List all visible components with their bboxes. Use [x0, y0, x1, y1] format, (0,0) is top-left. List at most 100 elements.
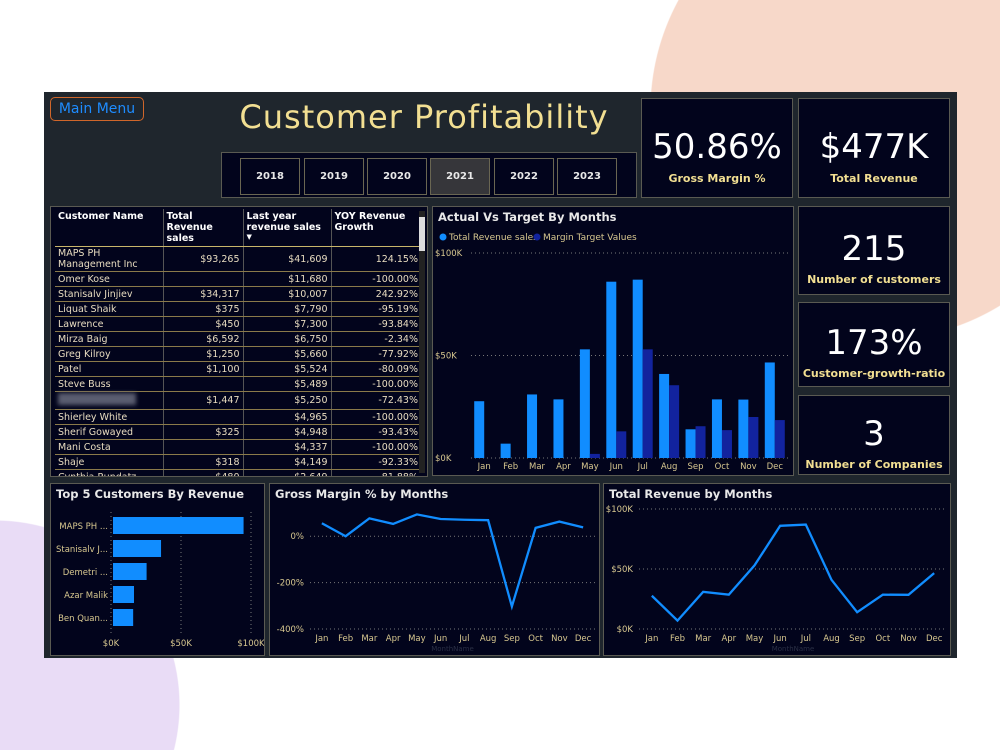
bar-revenue-may: [579, 349, 590, 458]
gross-margin-chart: Gross Margin % by Months 0% -200% -400% Jan F…: [275, 487, 595, 653]
bar-revenue-jan: [474, 401, 485, 458]
table-scroll-area[interactable]: Customer Name Total Revenue sales Last yea…: [51, 207, 427, 476]
table-cell: Omer Kose: [55, 271, 164, 287]
bar-customer: [113, 586, 134, 603]
table-row[interactable]: Steve Buss $5,489 -100.00%: [55, 376, 421, 392]
table-row[interactable]: Mani Costa $4,337 -100.00%: [55, 439, 421, 455]
table-cell: Liquat Shaik: [55, 301, 164, 317]
redacted-name: [58, 393, 136, 405]
table-cell: $1,100: [163, 361, 244, 377]
column-header[interactable]: Customer Name: [55, 209, 164, 247]
x-tick-label: Oct: [715, 462, 730, 472]
y-tick-label: -400%: [277, 625, 304, 635]
x-tick-label: Nov: [740, 462, 757, 472]
table-cell: $5,250: [243, 391, 332, 410]
year-button-2021[interactable]: 2021: [430, 158, 490, 195]
year-button-2019[interactable]: 2019: [304, 158, 364, 195]
table-cell: Mirza Baig: [55, 331, 164, 347]
bar-revenue-dec: [764, 362, 775, 458]
year-button-2020[interactable]: 2020: [367, 158, 427, 195]
kpi-label: Number of customers: [807, 273, 941, 286]
y-tick-label: $0K: [617, 625, 634, 635]
table-cell: $10,007: [243, 286, 332, 302]
x-tick-label: Jun: [773, 634, 787, 644]
table-cell: $41,609: [243, 246, 332, 272]
table-row[interactable]: Patel $1,100 $5,524 -80.09%: [55, 361, 421, 377]
year-button-2018[interactable]: 2018: [240, 158, 300, 195]
x-tick-label: Jul: [458, 634, 469, 644]
table-cell: -100.00%: [331, 439, 421, 455]
x-tick-label: Sep: [849, 634, 865, 644]
bar-customer: [113, 563, 147, 580]
kpi-label: Gross Margin %: [668, 172, 766, 185]
table-row[interactable]: Sherif Gowayed $325 $4,948 -93.43%: [55, 424, 421, 440]
x-tick-label: Sep: [504, 634, 520, 644]
table-row[interactable]: Shaje $318 $4,149 -92.33%: [55, 454, 421, 470]
x-tick-label: Mar: [361, 634, 378, 644]
table-row[interactable]: Shierley White $4,965 -100.00%: [55, 409, 421, 425]
x-tick-label: May: [746, 634, 764, 644]
table-row[interactable]: Liquat Shaik $375 $7,790 -95.19%: [55, 301, 421, 317]
bar-target-may: [589, 453, 600, 458]
x-tick-label: $100K: [237, 639, 264, 649]
legend-marker: [533, 233, 541, 241]
kpi-value: 173%: [825, 323, 923, 363]
table-cell: $450: [163, 316, 244, 332]
actual-vs-target-chart: Actual Vs Target By Months Total Revenue …: [435, 210, 788, 472]
table-row[interactable]: Omer Kose $11,680 -100.00%: [55, 271, 421, 287]
x-tick-label: Jun: [609, 462, 623, 472]
y-tick-label: Stanisalv J...: [56, 545, 108, 555]
table-cell: $4,948: [243, 424, 332, 440]
x-tick-label: Dec: [767, 462, 784, 472]
bar-revenue-apr: [553, 399, 564, 458]
table-cell: $34,317: [163, 286, 244, 302]
x-tick-label: Dec: [926, 634, 943, 644]
table-row[interactable]: Mirza Baig $6,592 $6,750 -2.34%: [55, 331, 421, 347]
table-cell: -100.00%: [331, 409, 421, 425]
table-cell: -2.34%: [331, 331, 421, 347]
actual-vs-target-chart-panel: Actual Vs Target By Months Total Revenue …: [432, 206, 794, 476]
bar-target-dec: [774, 420, 785, 458]
table-row[interactable]: Lawrence $450 $7,300 -93.84%: [55, 316, 421, 332]
table-row[interactable]: $1,447 $5,250 -72.43%: [55, 391, 421, 410]
year-button-2022[interactable]: 2022: [494, 158, 554, 195]
column-header[interactable]: YOY Revenue Growth: [331, 209, 421, 247]
table-row[interactable]: MAPS PH Management Inc $93,265 $41,609 124.…: [55, 246, 421, 272]
table-cell: [163, 439, 244, 455]
table-cell: Greg Kilroy: [55, 346, 164, 362]
table-cell: -80.09%: [331, 361, 421, 377]
table-cell: $4,337: [243, 439, 332, 455]
column-header[interactable]: Total Revenue sales: [163, 209, 244, 247]
x-tick-label: Oct: [875, 634, 890, 644]
customer-table-panel: Customer Name Total Revenue sales Last yea…: [50, 206, 428, 477]
x-tick-label: Oct: [528, 634, 543, 644]
column-header-label: Last year revenue sales: [246, 211, 321, 233]
table-cell: $325: [163, 424, 244, 440]
table-cell: [163, 409, 244, 425]
table-row[interactable]: Greg Kilroy $1,250 $5,660 -77.92%: [55, 346, 421, 362]
table-scrollbar[interactable]: [419, 211, 425, 473]
x-tick-label: Jul: [800, 634, 811, 644]
table-cell: $1,447: [163, 391, 244, 410]
bar-revenue-jun: [606, 281, 617, 458]
x-tick-label: Apr: [386, 634, 401, 644]
table-cell: $5,524: [243, 361, 332, 377]
kpi-customer-growth-ratio: 173% Customer-growth-ratio: [798, 302, 950, 387]
year-button-2023[interactable]: 2023: [557, 158, 617, 195]
y-tick-label: $50K: [611, 565, 633, 575]
y-tick-label: 0%: [291, 532, 305, 542]
y-tick-label: Azar Malik: [64, 591, 108, 601]
table-row[interactable]: Cynthia Rundatz$480$2,649-81.88%: [55, 469, 421, 476]
table-cell: $4,965: [243, 409, 332, 425]
table-cell: $5,489: [243, 376, 332, 392]
x-tick-label: Jan: [477, 462, 491, 472]
top5-customers-chart: Top 5 Customers By Revenue $0K $50K $100K MA…: [56, 487, 265, 649]
column-header[interactable]: Last year revenue sales ▼: [243, 209, 332, 247]
table-cell: $6,750: [243, 331, 332, 347]
main-menu-button[interactable]: Main Menu: [50, 97, 144, 121]
table-row[interactable]: Stanisalv Jinjiev $34,317 $10,007 242.92%: [55, 286, 421, 302]
x-tick-label: $50K: [170, 639, 192, 649]
kpi-value: $477K: [819, 127, 929, 167]
y-tick-label: Demetri ...: [63, 568, 108, 578]
dashboard: Main Menu Customer Profitability 2018 201…: [44, 92, 957, 658]
